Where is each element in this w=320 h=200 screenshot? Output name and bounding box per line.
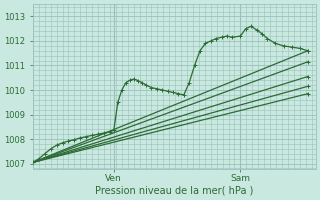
X-axis label: Pression niveau de la mer( hPa ): Pression niveau de la mer( hPa ) <box>95 186 253 196</box>
